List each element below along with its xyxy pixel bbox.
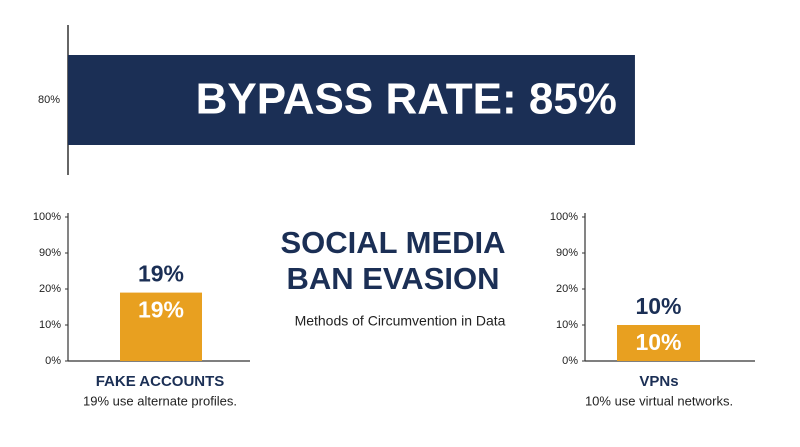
- y-tick-label: 0%: [45, 355, 61, 367]
- category-label: FAKE ACCOUNTS: [96, 373, 225, 390]
- value-label: 19%: [138, 297, 184, 323]
- title-line: BAN EVASION: [286, 261, 499, 296]
- y-tick-label: 20%: [39, 283, 61, 295]
- title-line: SOCIAL MEDIA: [280, 225, 505, 260]
- y-tick-label: 100%: [33, 211, 61, 223]
- caption: 10% use virtual networks.: [585, 393, 733, 408]
- value-label: 10%: [635, 329, 681, 355]
- subtitle: Methods of Circumvention in Data: [295, 313, 506, 329]
- value-label: 10%: [635, 293, 681, 319]
- caption: 19% use alternate profiles.: [83, 393, 237, 408]
- y-tick-label: 100%: [550, 211, 578, 223]
- bar: [120, 292, 202, 361]
- y-tick-label: 90%: [556, 247, 578, 259]
- category-label: 80%: [38, 94, 60, 106]
- value-label: 19%: [138, 261, 184, 287]
- y-tick-label: 10%: [39, 319, 61, 331]
- value-label: BYPASS RATE: 85%: [196, 75, 617, 124]
- y-tick-label: 10%: [556, 319, 578, 331]
- y-tick-label: 90%: [39, 247, 61, 259]
- y-tick-label: 20%: [556, 283, 578, 295]
- y-tick-label: 0%: [562, 355, 578, 367]
- bar: [68, 55, 635, 145]
- category-label: VPNs: [639, 373, 678, 390]
- bar: [617, 325, 700, 361]
